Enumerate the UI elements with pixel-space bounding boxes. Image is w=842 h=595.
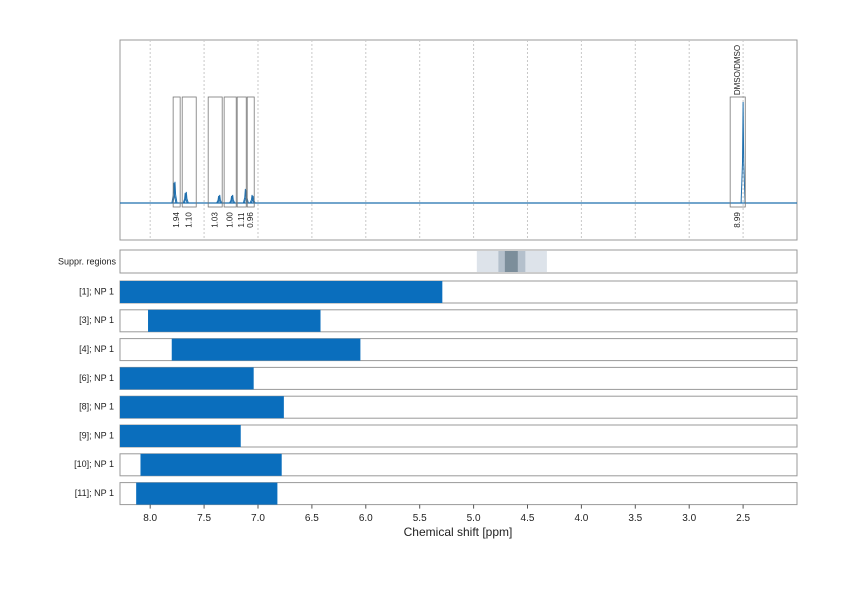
spectrum-peak xyxy=(183,191,189,204)
row-label: [4]; NP 1 xyxy=(79,344,114,354)
spectrum-peak xyxy=(182,192,188,204)
integral-name: DMSO/DMSO xyxy=(733,45,742,95)
x-tick-label: 4.5 xyxy=(521,513,535,524)
row-label: [11]; NP 1 xyxy=(75,488,114,498)
x-tick-label: 6.5 xyxy=(305,513,319,524)
x-tick-label: 4.0 xyxy=(574,513,588,524)
row-panel xyxy=(119,453,798,477)
row-label: [6]; NP 1 xyxy=(79,373,114,383)
row-label: [9]; NP 1 xyxy=(79,430,114,440)
range-bar xyxy=(171,338,361,361)
range-bar xyxy=(136,482,278,505)
integral-box xyxy=(223,96,237,208)
row-label: [10]; NP 1 xyxy=(74,459,114,469)
spectrum-peak xyxy=(230,194,236,204)
x-tick-label: 8.0 xyxy=(143,513,157,524)
x-tick-label: 3.5 xyxy=(628,513,642,524)
integral-box xyxy=(181,96,197,208)
range-bar xyxy=(120,396,284,419)
suppression-panel xyxy=(119,249,798,274)
x-tick-label: 2.5 xyxy=(736,513,750,524)
range-bar xyxy=(120,425,241,447)
x-tick-label: 7.0 xyxy=(251,513,265,524)
x-tick-label: 3.0 xyxy=(682,513,696,524)
x-tick-label: 7.5 xyxy=(197,513,211,524)
range-bar xyxy=(140,453,282,476)
integral-label: 1.94 xyxy=(172,212,181,228)
row-panel xyxy=(119,482,798,506)
range-bar xyxy=(148,309,321,332)
spectrum-peak xyxy=(216,195,222,204)
spectrum-peak xyxy=(249,194,255,204)
integral-box xyxy=(236,96,247,208)
row-label: Suppr. regions xyxy=(58,256,117,266)
row-label: [8]; NP 1 xyxy=(79,402,114,412)
integral-label: 1.10 xyxy=(184,212,193,228)
range-bar xyxy=(120,367,254,390)
integral-box xyxy=(207,96,223,208)
spectrum-peak xyxy=(172,181,178,204)
spectrum-peak xyxy=(217,194,223,204)
x-axis-title: Chemical shift [ppm] xyxy=(404,525,513,539)
suppression-region xyxy=(504,251,518,272)
row-label: [3]; NP 1 xyxy=(79,315,114,325)
integral-label: 8.99 xyxy=(733,212,742,228)
x-tick-label: 6.0 xyxy=(359,513,373,524)
integral-label: 0.96 xyxy=(246,212,255,228)
integral-label: 1.11 xyxy=(237,212,246,228)
integral-label: 1.03 xyxy=(210,212,219,228)
x-tick-label: 5.0 xyxy=(467,513,481,524)
spectrum-panel xyxy=(119,39,798,241)
integral-box xyxy=(172,96,181,208)
integral-label: 1.00 xyxy=(225,212,234,228)
spectrum-peak xyxy=(229,195,235,204)
spectrum-peak xyxy=(740,101,746,204)
x-tick-label: 5.5 xyxy=(413,513,427,524)
integral-box xyxy=(729,96,746,208)
row-label: [1]; NP 1 xyxy=(79,286,114,296)
range-bar xyxy=(120,281,443,303)
integral-box xyxy=(246,96,255,208)
